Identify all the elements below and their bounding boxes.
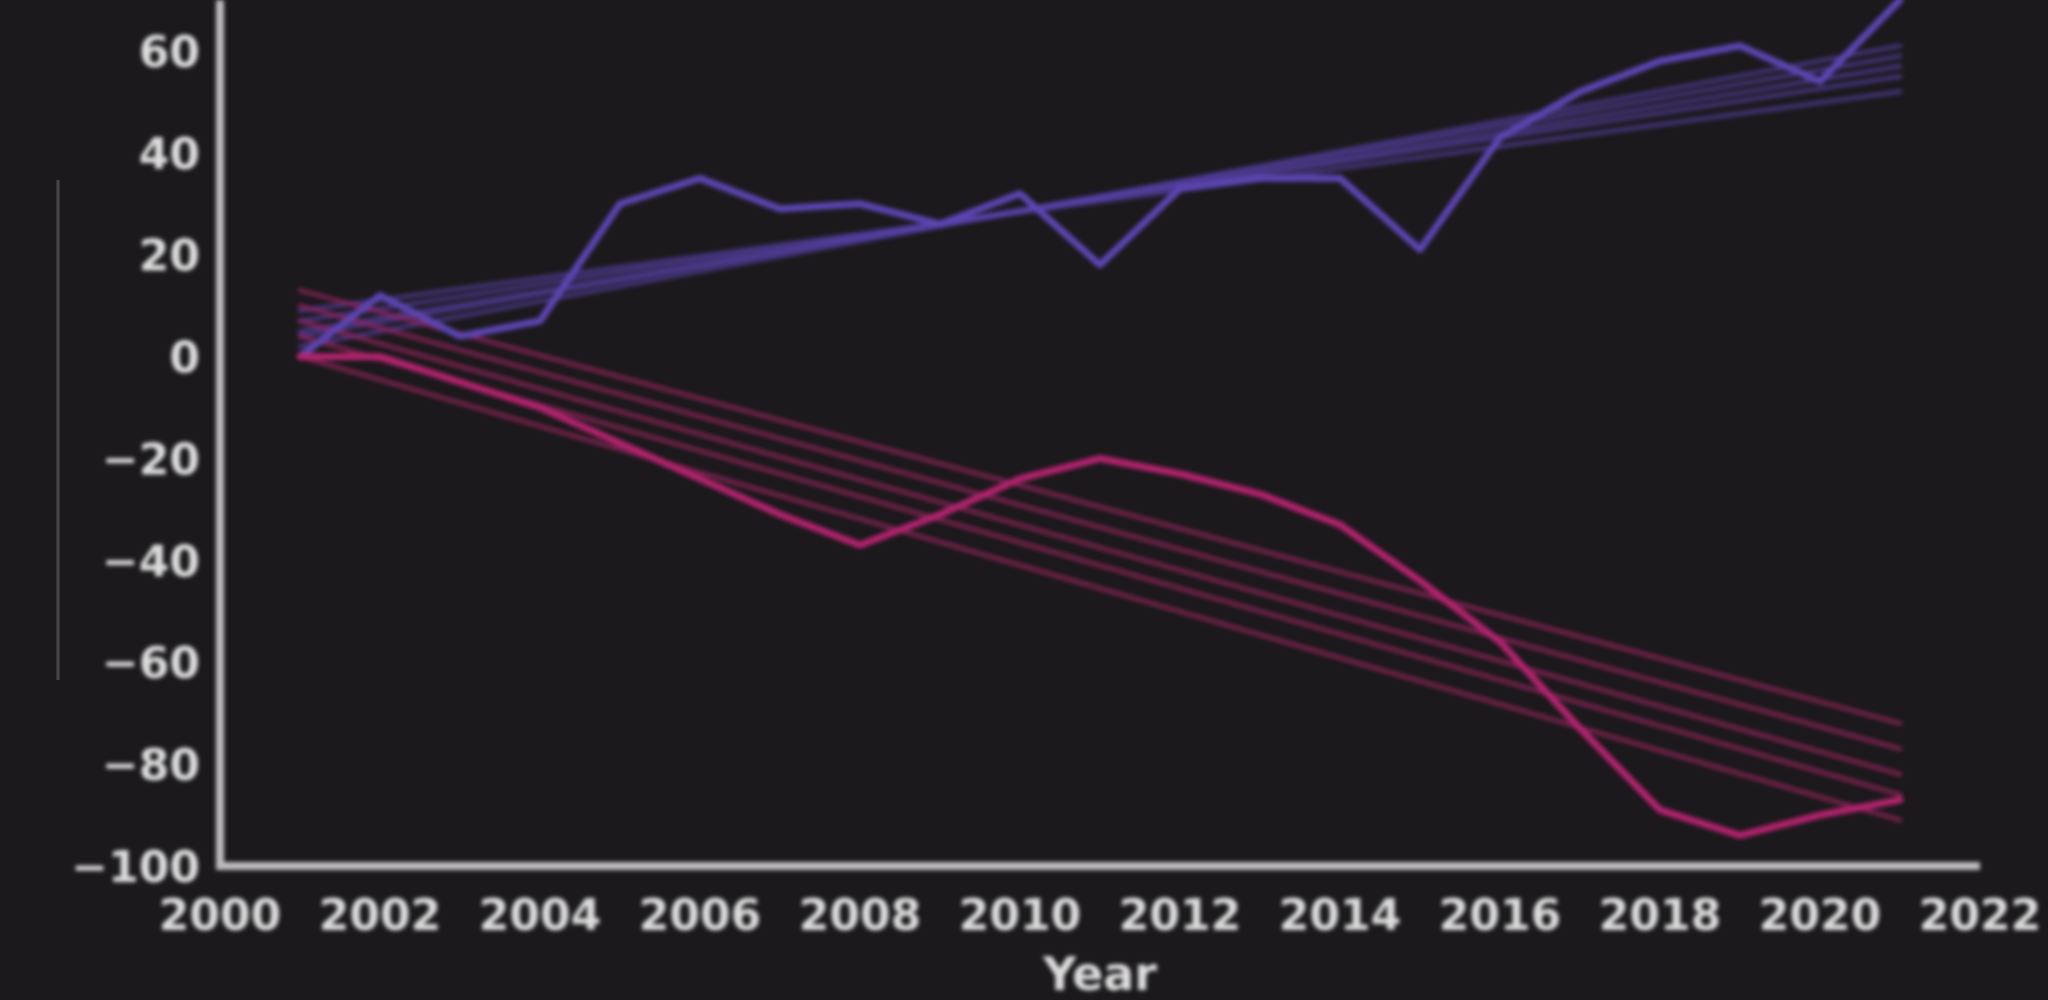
y-tick-label: 40 [139,129,200,180]
x-tick-label: 2000 [159,890,281,941]
x-axis-title: Year [1042,947,1157,1000]
trend-band-line-1-1 [297,303,1903,752]
y-tick-label: −40 [102,536,200,587]
y-tick-label: −20 [102,434,200,485]
trend-band-line-0-2 [297,63,1903,334]
x-tick-label: 2020 [1759,890,1881,941]
series-line-1 [296,353,1904,839]
x-tick-label: 2008 [799,890,921,941]
y-tick-label: 60 [139,27,200,78]
trend-band-line-1-3 [297,333,1903,798]
y-tick-label: −60 [102,638,200,689]
plot-area: −100 −80 −60 −40 −20 0 20 40 60 2000 2002 2004 2006 2… [71,0,2041,1000]
x-tick-label: 2010 [959,890,1081,941]
trend-band-line-1-0 [297,287,1903,726]
x-tick-label: 2014 [1279,890,1401,941]
trend-band-line-1-4 [297,354,1903,823]
x-tick-label: 2012 [1119,890,1241,941]
y-tick-label: −80 [102,740,200,791]
y-tick-label: 0 [169,333,200,384]
y-tick-label: −100 [71,842,200,893]
x-tick-label: 2016 [1439,890,1561,941]
trend-band-line-0-0 [297,89,1903,314]
trend-band-line-0-4 [297,43,1903,349]
x-tick-label: 2004 [479,890,601,941]
trend-band-line-1-2 [297,318,1903,777]
x-tick-label: 2022 [1919,890,2041,941]
series-line-0 [296,0,1904,361]
x-tick-label: 2002 [319,890,441,941]
x-tick-label: 2006 [639,890,761,941]
x-tick-label: 2018 [1599,890,1721,941]
y-tick-label: 20 [139,231,200,282]
